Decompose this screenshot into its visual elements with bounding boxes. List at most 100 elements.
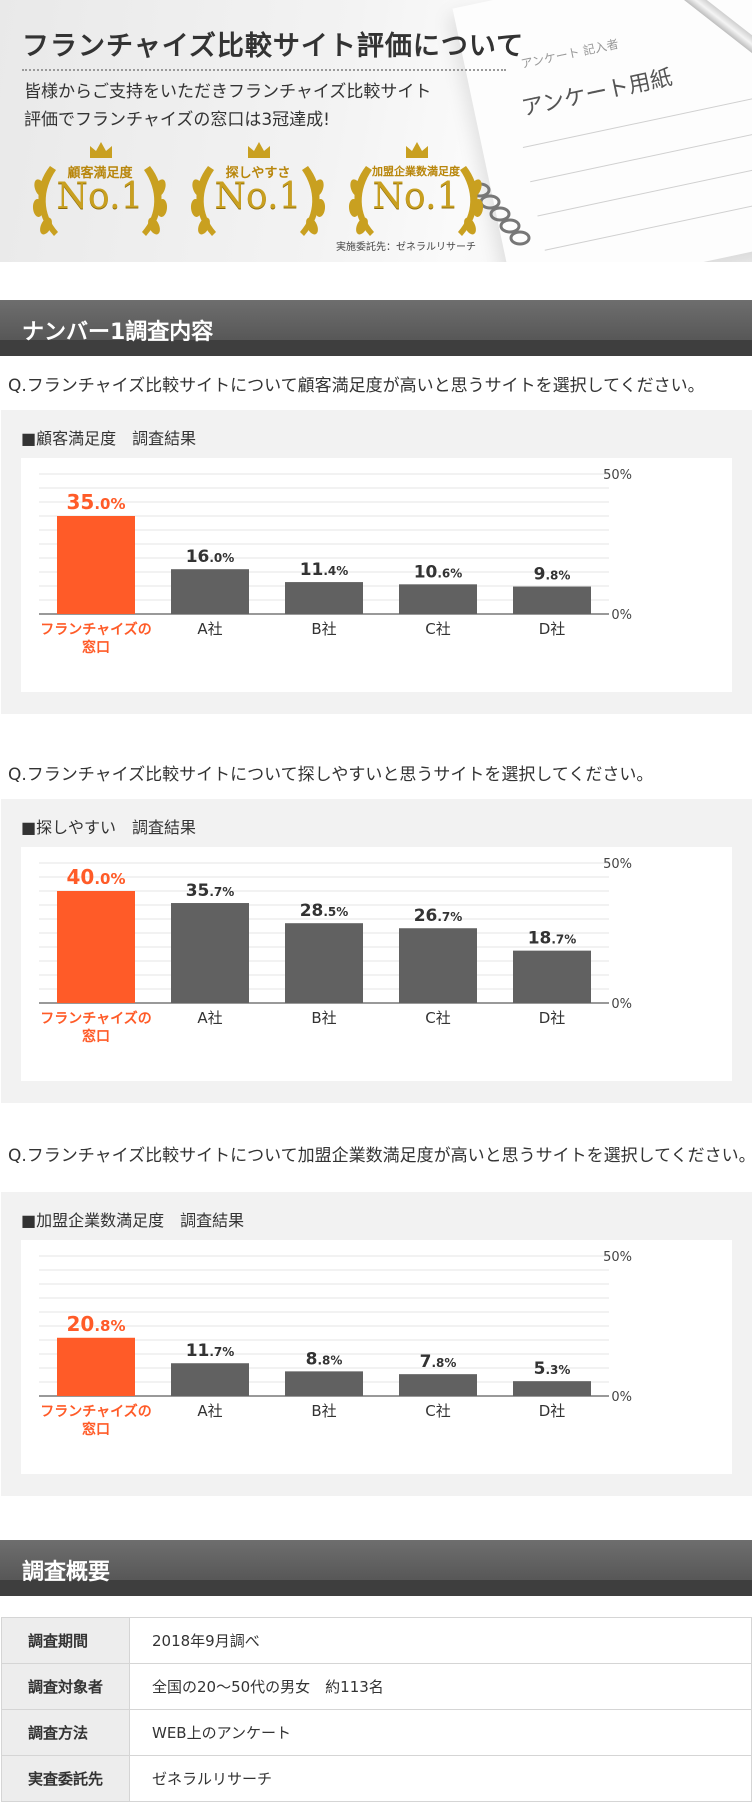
bar <box>57 516 135 614</box>
chart-title: ■加盟企業数満足度 調査結果 <box>21 1211 245 1230</box>
x-tick-label: C社 <box>425 620 450 638</box>
hero-divider <box>22 69 506 71</box>
bar <box>57 1337 135 1396</box>
section-title: 調査概要 <box>22 1560 111 1585</box>
x-tick-label: B社 <box>311 1009 336 1027</box>
data-label: 10.6% <box>414 562 463 582</box>
data-label: 35.0% <box>66 490 125 514</box>
bar <box>285 1371 363 1396</box>
row-label: 調査対象者 <box>1 1663 130 1710</box>
section-header-survey-overview: 調査概要 <box>0 1540 752 1596</box>
bar <box>171 903 249 1003</box>
award-member-company-satisfaction: 加盟企業数満足度 No.1 <box>340 140 492 240</box>
award-ease-of-search: 探しやすさ No.1 <box>182 140 334 240</box>
x-tick-label: フランチャイズの <box>40 621 151 638</box>
data-label: 9.8% <box>534 565 571 585</box>
crown-icon <box>248 142 270 158</box>
bar <box>285 582 363 614</box>
x-tick-label: D社 <box>539 1009 566 1027</box>
x-tick-label: C社 <box>425 1009 450 1027</box>
y-tick-label: 50% <box>603 468 632 483</box>
y-tick-label: 0% <box>611 997 632 1012</box>
row-label: 実査委託先 <box>1 1755 130 1802</box>
award-rank: No.1 <box>214 176 302 217</box>
table-row: 調査対象者 全国の20〜50代の男女 約113名 <box>1 1663 752 1710</box>
bar <box>285 923 363 1003</box>
laurel-wreath-icon <box>190 166 326 236</box>
bar <box>513 950 591 1003</box>
chart-box: 50% 0% 20.8% フランチャイズの 窓口 11.7% A社 8.8% B社 7.8% C社 5… <box>21 1240 732 1474</box>
bar <box>171 1363 249 1396</box>
x-tick-label: C社 <box>425 1402 450 1420</box>
data-label: 26.7% <box>414 906 463 926</box>
x-tick-label: B社 <box>311 620 336 638</box>
chart-panel-member-company-satisfaction: ■加盟企業数満足度 調査結果 50% 0% 20.8% フランチャイズの 窓口 11.7%… <box>1 1192 752 1496</box>
chart-title: ■顧客満足度 調査結果 <box>21 429 197 448</box>
bar <box>399 584 477 614</box>
hero-title: フランチャイズ比較サイト評価について <box>22 31 525 62</box>
question-1: Q.フランチャイズ比較サイトについて顧客満足度が高いと思うサイトを選択してくださ… <box>8 376 705 396</box>
chart-panel-ease-of-search: ■探しやすい 調査結果 50% 0% 40.0% フランチャイズの 窓口 35.7% A社 2… <box>1 799 752 1103</box>
x-tick-label: B社 <box>311 1402 336 1420</box>
table-row: 実査委託先 ゼネラルリサーチ <box>1 1755 752 1802</box>
table-row: 調査方法 WEB上のアンケート <box>1 1709 752 1756</box>
award-label: 顧客満足度 <box>67 166 133 181</box>
crown-icon <box>406 142 428 158</box>
y-tick-label: 0% <box>611 1390 632 1405</box>
y-tick-label: 50% <box>603 857 632 872</box>
award-label: 加盟企業数満足度 <box>372 165 460 178</box>
data-label: 16.0% <box>186 547 235 567</box>
bar <box>513 586 591 614</box>
data-label: 11.4% <box>300 560 349 580</box>
hero-description: 皆様からご支持をいただきフランチャイズ比較サイト 評価でフランチャイズの窓口は3… <box>24 78 524 134</box>
chart-box: 50% 0% 40.0% フランチャイズの 窓口 35.7% A社 28.5% B社 26.7% C… <box>21 847 732 1081</box>
x-tick-label: 窓口 <box>82 1421 110 1438</box>
row-value: WEB上のアンケート <box>129 1709 752 1756</box>
hero-description-line1: 皆様からご支持をいただきフランチャイズ比較サイト <box>24 82 432 102</box>
laurel-wreath-icon <box>32 166 168 236</box>
award-rank: No.1 <box>56 176 144 217</box>
survey-summary-table: 調査期間 2018年9月調べ 調査対象者 全国の20〜50代の男女 約113名 … <box>1 1617 752 1802</box>
bar <box>399 1374 477 1396</box>
table-row: 調査期間 2018年9月調べ <box>1 1617 752 1664</box>
award-rank: No.1 <box>372 176 460 217</box>
data-label: 5.3% <box>534 1359 571 1379</box>
data-label: 18.7% <box>528 929 577 949</box>
spiral-binding-icon <box>469 182 531 246</box>
award-label: 探しやすさ <box>225 166 291 181</box>
bar <box>57 891 135 1003</box>
row-label: 調査方法 <box>1 1709 130 1756</box>
bar <box>513 1381 591 1396</box>
data-label: 7.8% <box>420 1352 457 1372</box>
x-tick-label: D社 <box>539 1402 566 1420</box>
x-tick-label: フランチャイズの <box>40 1403 151 1420</box>
row-value: ゼネラルリサーチ <box>129 1755 752 1802</box>
row-value: 全国の20〜50代の男女 約113名 <box>129 1663 752 1710</box>
chart-box: 50% 0% 35.0% フランチャイズの 窓口 16.0% A社 11.4% B社 10.6% C… <box>21 458 732 692</box>
x-tick-label: A社 <box>197 620 222 638</box>
row-value: 2018年9月調べ <box>129 1617 752 1664</box>
section-title: ナンバー1調査内容 <box>22 320 214 345</box>
row-label: 調査期間 <box>1 1617 130 1664</box>
section-header-survey-content: ナンバー1調査内容 <box>0 300 752 356</box>
bar-chart-member-company-satisfaction: 50% 0% 20.8% フランチャイズの窓口 11.7% A社 8.8% B社 7.8% C社 5… <box>39 1250 632 1438</box>
data-label: 20.8% <box>66 1312 125 1336</box>
hero-banner: アンケート 記入者 アンケート用紙 フランチャイズ比較サイト評価について 皆様か… <box>0 0 752 262</box>
question-3: Q.フランチャイズ比較サイトについて加盟企業数満足度が高いと思うサイトを選択して… <box>8 1146 752 1166</box>
data-label: 35.7% <box>186 881 235 901</box>
data-label: 11.7% <box>186 1341 235 1361</box>
y-tick-label: 0% <box>611 608 632 623</box>
bar-chart-customer-satisfaction: 50% 0% 35.0% フランチャイズの窓口 16.0% A社 11.4% B社 10.6% C… <box>39 468 632 656</box>
hero-description-line2: 評価でフランチャイズの窓口は3冠達成! <box>24 110 330 130</box>
y-tick-label: 50% <box>603 1250 632 1265</box>
bar-chart-ease-of-search: 50% 0% 40.0% フランチャイズの窓口 35.7% A社 28.5% B社 26.7% C… <box>39 857 632 1045</box>
crown-icon <box>90 142 112 158</box>
question-2: Q.フランチャイズ比較サイトについて探しやすいと思うサイトを選択してください。 <box>8 765 654 785</box>
x-tick-label: 窓口 <box>82 1028 110 1045</box>
chart-panel-customer-satisfaction: ■顧客満足度 調査結果 50% 0% 35.0% フランチャイズの 窓口 16.0% A社 1… <box>1 410 752 714</box>
x-tick-label: A社 <box>197 1402 222 1420</box>
x-tick-label: D社 <box>539 620 566 638</box>
x-tick-label: フランチャイズの <box>40 1010 151 1027</box>
bar <box>399 928 477 1003</box>
award-credit: 実施委託先：ゼネラルリサーチ <box>336 242 476 253</box>
